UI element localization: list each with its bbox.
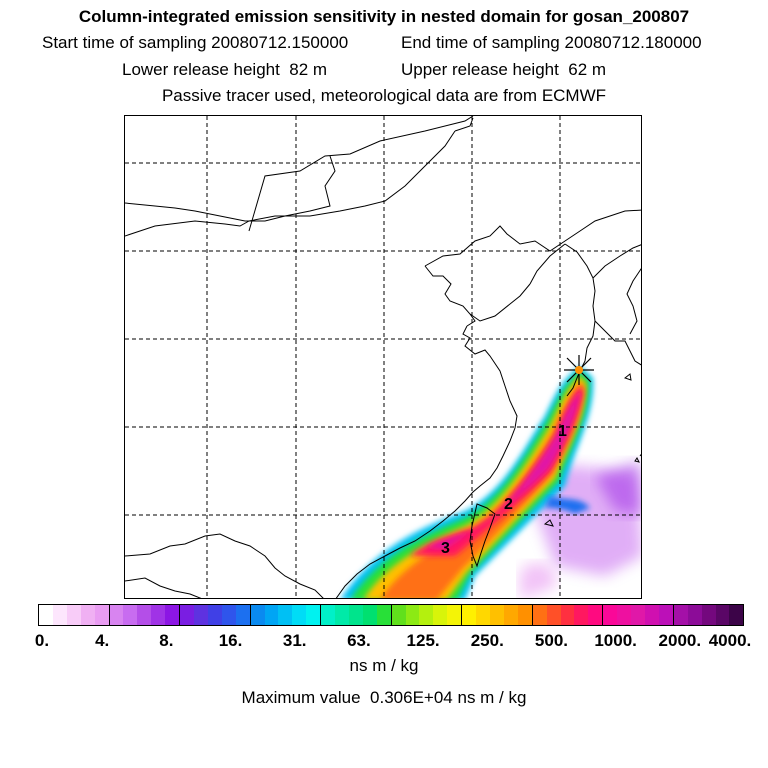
end-time-value: 20080712.180000 [564, 33, 702, 52]
colorbar-cell [560, 605, 575, 625]
lower-release-value: 82 m [289, 60, 328, 79]
sensitivity-field [341, 366, 641, 598]
colorbar-cell [729, 605, 744, 625]
map-canvas: 1 2 3 [125, 116, 641, 598]
colorbar-cell [109, 605, 124, 625]
end-time: End time of sampling 20080712.180000 [401, 33, 702, 53]
latlon-grid [125, 116, 641, 598]
start-time-label: Start time of sampling [42, 33, 207, 52]
colorbar-cell [490, 605, 504, 625]
upper-release: Upper release height 62 m [401, 60, 606, 80]
colorbar-tick-label: 500. [534, 631, 568, 650]
colorbar-cell [94, 605, 110, 625]
colorbar-cell [715, 605, 730, 625]
max-value-line: Maximum value 0.306E+04 ns m / kg [0, 688, 768, 708]
colorbar-cell [137, 605, 152, 625]
colorbar-cell [405, 605, 420, 625]
colorbar-cell [66, 605, 81, 625]
lower-release: Lower release height 82 m [122, 60, 327, 80]
colorbar-cell [306, 605, 322, 625]
colorbar-cell [335, 605, 349, 625]
colorbar-cell [588, 605, 604, 625]
day-label-1: 1 [558, 423, 567, 440]
colorbar-cell [221, 605, 236, 625]
colorbar-cell [644, 605, 659, 625]
colorbar-tick-label: 1000. [594, 631, 637, 650]
colorbar-cell [235, 605, 251, 625]
day-label-3: 3 [441, 540, 450, 557]
day-label-2: 2 [504, 496, 513, 513]
colorbar-cell [39, 605, 53, 625]
colorbar-cell [391, 605, 406, 625]
colorbar-tick-label: 125. [406, 631, 440, 650]
colorbar-cell [617, 605, 632, 625]
max-value-label: Maximum value [241, 688, 361, 707]
colorbar-cell [264, 605, 279, 625]
plot-title: Column-integrated emission sensitivity i… [78, 7, 690, 26]
colorbar-cell [321, 605, 336, 625]
colorbar-cell [250, 605, 265, 625]
colorbar-cell [419, 605, 434, 625]
receptor-star-icon [564, 355, 594, 385]
end-time-label: End time of sampling [401, 33, 560, 52]
colorbar-cell [574, 605, 589, 625]
start-time: Start time of sampling 20080712.150000 [42, 33, 348, 53]
max-value-units: ns m / kg [457, 688, 527, 707]
colorbar-cell [123, 605, 138, 625]
colorbar-cell [292, 605, 307, 625]
colorbar-cell [80, 605, 95, 625]
colorbar-cell [503, 605, 518, 625]
colorbar-tick-label: 16. [218, 631, 243, 650]
colorbar-cell [207, 605, 222, 625]
colorbar-tick-label: 2000. [658, 631, 702, 650]
colorbar-cell [433, 605, 448, 625]
colorbar-tick-label: 4. [95, 631, 110, 650]
colorbar-tick-label: 4000. [708, 631, 752, 650]
colorbar-cell [193, 605, 208, 625]
colorbar-units: ns m / kg [349, 656, 419, 675]
colorbar-cell [362, 605, 377, 625]
colorbar-cell [348, 605, 363, 625]
colorbar-cell [701, 605, 716, 625]
colorbar-cell [376, 605, 392, 625]
colorbar-cell [52, 605, 67, 625]
colorbar-cell [517, 605, 533, 625]
start-time-value: 20080712.150000 [211, 33, 349, 52]
colorbar-cell [151, 605, 166, 625]
colorbar-cell [476, 605, 490, 625]
upper-release-label: Upper release height [401, 60, 559, 79]
colorbar-tick-label: 63. [347, 631, 371, 650]
colorbar-tick-label: 0. [34, 631, 50, 650]
colorbar-cell [180, 605, 194, 625]
colorbar-cell [447, 605, 463, 625]
tracer-note: Passive tracer used, meteorological data… [161, 86, 607, 105]
colorbar-tick-label: 8. [159, 631, 174, 650]
colorbar-cell [532, 605, 547, 625]
colorbar-cell [687, 605, 702, 625]
colorbar-cell [673, 605, 688, 625]
colorbar-cell [603, 605, 618, 625]
colorbar-cell [165, 605, 181, 625]
colorbar-tick-label: 250. [470, 631, 504, 650]
max-value: 0.306E+04 [370, 688, 453, 707]
colorbar-cell [546, 605, 561, 625]
upper-release-value: 62 m [568, 60, 607, 79]
map-panel: 1 2 3 [124, 115, 642, 599]
colorbar-cell [278, 605, 293, 625]
lower-release-label: Lower release height [122, 60, 280, 79]
colorbar-cell [631, 605, 645, 625]
colorbar-tick-label: 31. [282, 631, 307, 650]
colorbar-cell [462, 605, 477, 625]
colorbar-cell [658, 605, 674, 625]
colorbar [38, 604, 744, 626]
